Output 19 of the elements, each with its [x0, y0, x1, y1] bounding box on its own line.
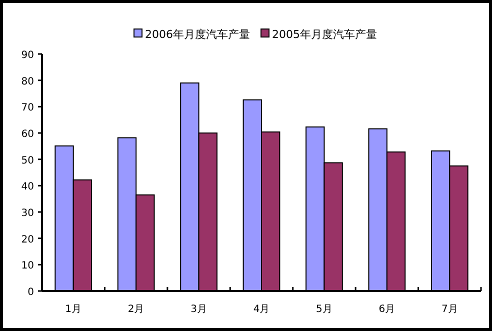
- y-tick-label: 90: [21, 50, 34, 61]
- y-tick-label: 60: [21, 129, 34, 140]
- y-tick-label: 30: [21, 208, 34, 219]
- y-tick-label: 10: [21, 260, 34, 272]
- legend-label: 2006年月度汽车产量: [145, 28, 250, 41]
- x-tick-label: 5月: [316, 304, 332, 315]
- x-tick-label: 4月: [253, 304, 270, 315]
- y-tick-label: 80: [21, 76, 34, 88]
- y-tick-label: 20: [21, 234, 34, 246]
- y-tick-label: 70: [21, 102, 34, 114]
- y-tick-label: 50: [21, 155, 34, 166]
- legend-label: 2005年月度汽车产量: [272, 28, 377, 41]
- x-tick-label: 3月: [190, 304, 207, 315]
- x-tick-label: 7月: [441, 304, 458, 315]
- x-tick-label: 6月: [378, 304, 396, 315]
- x-tick-label: 1月: [65, 304, 82, 315]
- x-tick-label: 2月: [128, 304, 144, 315]
- y-tick-label: 0: [28, 287, 34, 298]
- y-tick-label: 40: [21, 182, 34, 193]
